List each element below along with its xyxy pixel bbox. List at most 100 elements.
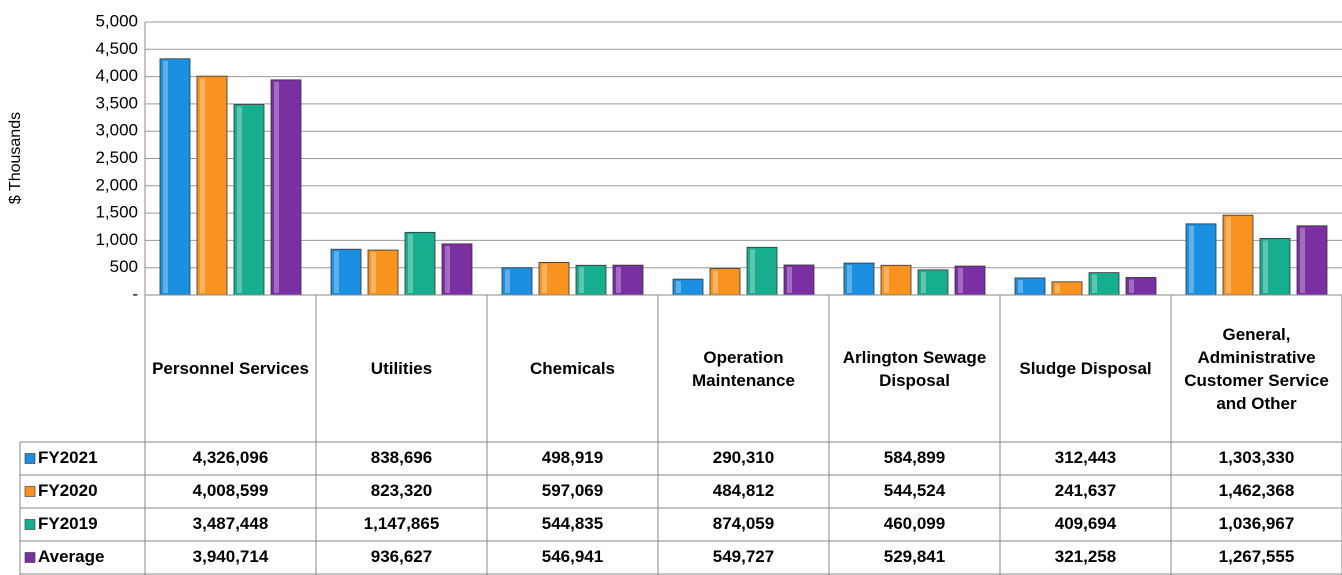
category-label: Sludge Disposal (1019, 359, 1152, 378)
legend-key (24, 552, 36, 563)
data-label: 3,487,448 (193, 514, 269, 533)
data-label: 4,008,599 (193, 481, 269, 500)
bar-highlight (1263, 240, 1268, 293)
data-label: 838,696 (371, 448, 432, 467)
category-cell: Chemicals (529, 359, 616, 378)
data-label: 1,267,555 (1219, 547, 1295, 566)
data-label: 874,059 (713, 514, 774, 533)
bar-highlight (445, 245, 450, 293)
bar (538, 262, 570, 296)
y-tick-label: 1,000 (95, 230, 138, 249)
data-label: 460,099 (884, 514, 945, 533)
bar (1259, 237, 1291, 296)
category-label: Chemicals (529, 359, 616, 378)
bar-highlight (750, 249, 755, 293)
category-label: Operation Maintenance (692, 347, 795, 390)
bar-highlight (884, 267, 889, 293)
y-tick-label: 4,000 (95, 66, 138, 85)
category-cell: Personnel Services (152, 359, 309, 378)
bar-highlight (921, 271, 926, 293)
bar (1296, 225, 1328, 296)
data-label: 1,303,330 (1219, 448, 1295, 467)
data-label: 498,919 (542, 448, 603, 467)
data-label: 484,812 (713, 481, 774, 500)
data-label: 544,524 (884, 481, 946, 500)
bar (159, 58, 191, 296)
y-tick-label: 3,500 (95, 93, 138, 112)
data-label: 584,899 (884, 448, 945, 467)
legend-label: Average (38, 547, 104, 566)
data-label: 1,462,368 (1219, 481, 1295, 500)
legend-key (24, 519, 36, 530)
bar-highlight (334, 251, 339, 293)
category-label: Utilities (370, 359, 433, 378)
y-tick-label: 4,500 (95, 39, 138, 58)
bar-highlight (237, 106, 242, 293)
bar (612, 264, 644, 296)
bar-highlight (163, 60, 168, 293)
data-label: 321,258 (1055, 547, 1116, 566)
data-label: 936,627 (371, 547, 432, 566)
bar-highlight (1226, 217, 1231, 293)
category-cell: Operation Maintenance (692, 347, 795, 390)
category-label: Personnel Services (152, 359, 309, 378)
y-tick-label: 500 (110, 257, 138, 276)
y-axis-label: $ Thousands (7, 112, 24, 204)
bar (367, 249, 399, 296)
y-tick-label: 3,000 (95, 121, 138, 140)
bar-highlight (371, 252, 376, 293)
data-label: 549,727 (713, 547, 774, 566)
bar (330, 248, 362, 296)
data-label: 241,637 (1055, 481, 1116, 500)
bar (1222, 214, 1254, 296)
bar (917, 269, 949, 296)
bar (233, 104, 265, 296)
data-label: 3,940,714 (193, 547, 269, 566)
legend-key (24, 453, 36, 464)
bar (575, 264, 607, 296)
bar (270, 79, 302, 296)
data-label: 546,941 (542, 547, 603, 566)
bar (404, 231, 436, 296)
category-cell: General, Administrative Customer Service… (1184, 324, 1329, 413)
legend-label: FY2019 (38, 514, 98, 533)
bar (196, 75, 228, 296)
bar-highlight (1300, 227, 1305, 293)
category-cell: Arlington Sewage Disposal (842, 347, 987, 390)
bar-highlight (1055, 283, 1060, 293)
category-label: General, Administrative Customer Service… (1184, 324, 1329, 413)
bar-highlight (787, 266, 792, 293)
bar-highlight (847, 265, 852, 293)
y-tick-label: 2,000 (95, 175, 138, 194)
data-label: 1,036,967 (1219, 514, 1295, 533)
bar-highlight (274, 81, 279, 294)
bar (880, 264, 912, 296)
bar-highlight (1018, 279, 1023, 293)
data-label: 290,310 (713, 448, 774, 467)
bar-highlight (1092, 274, 1097, 293)
data-label: 312,443 (1055, 448, 1116, 467)
bar-highlight (616, 267, 621, 293)
data-label: 4,326,096 (193, 448, 269, 467)
category-cell: Utilities (370, 359, 433, 378)
legend-label: FY2020 (38, 481, 98, 500)
y-tick-label: 5,000 (95, 11, 138, 30)
data-label: 1,147,865 (364, 514, 440, 533)
bar-highlight (542, 264, 547, 293)
data-label: 544,835 (542, 514, 603, 533)
category-cell: Sludge Disposal (1019, 359, 1152, 378)
bar (746, 246, 778, 296)
data-label: 597,069 (542, 481, 603, 500)
data-label: 409,694 (1055, 514, 1117, 533)
y-tick-label: 2,500 (95, 148, 138, 167)
bar (843, 262, 875, 296)
legend-label: FY2021 (38, 448, 98, 467)
category-label: Arlington Sewage Disposal (842, 347, 987, 390)
bar-highlight (713, 270, 718, 293)
bar-highlight (958, 268, 963, 293)
bar-highlight (505, 269, 510, 293)
bar-highlight (200, 78, 205, 293)
bar-highlight (1189, 225, 1194, 293)
